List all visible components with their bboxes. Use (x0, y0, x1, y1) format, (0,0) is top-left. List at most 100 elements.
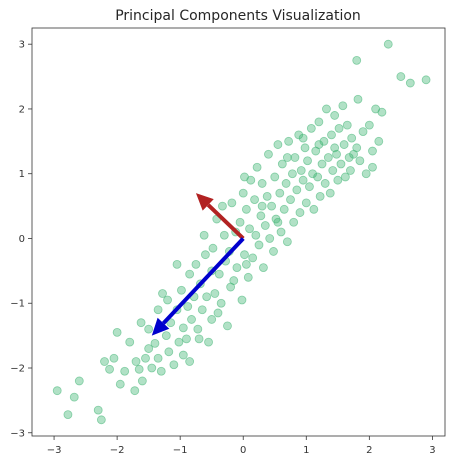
data-point (281, 179, 291, 188)
data-point (207, 315, 217, 324)
chart-title: Principal Components Visualization (115, 8, 361, 24)
data-point (141, 353, 150, 363)
data-point (301, 198, 311, 208)
x-tick-label: 3 (429, 445, 435, 456)
data-point (226, 282, 236, 292)
data-point (333, 175, 343, 185)
data-point (328, 166, 338, 175)
data-point (347, 133, 357, 143)
data-point (177, 285, 186, 295)
data-point (241, 259, 251, 269)
pc-vector-1-arrowhead (195, 193, 214, 211)
data-point (250, 195, 259, 205)
data-point (289, 217, 299, 227)
pc-vector-2-arrowhead (151, 317, 170, 336)
x-tick-label: 0 (240, 445, 246, 456)
data-point (243, 272, 253, 282)
data-point (197, 305, 207, 315)
data-point (245, 224, 254, 234)
data-point (93, 405, 103, 415)
data-point (273, 217, 283, 227)
data-point (295, 208, 305, 217)
data-point (241, 204, 251, 214)
data-point (288, 169, 297, 179)
data-point (182, 334, 191, 344)
data-point (134, 364, 144, 374)
data-point (257, 201, 267, 211)
data-point (178, 323, 188, 333)
data-point (325, 188, 335, 198)
data-point (169, 360, 179, 370)
data-point (368, 146, 377, 156)
data-point (202, 292, 212, 302)
data-point (361, 169, 371, 179)
y-tick-label: 1 (19, 169, 25, 180)
data-point (125, 337, 135, 347)
data-point (256, 211, 266, 221)
data-point (216, 298, 226, 308)
data-point (353, 94, 363, 104)
data-point (332, 149, 341, 159)
data-point (352, 55, 362, 65)
data-point (260, 221, 270, 230)
data-point (223, 321, 232, 331)
data-point (193, 324, 203, 334)
data-point (320, 179, 330, 188)
data-point (194, 334, 204, 344)
data-point (275, 188, 285, 198)
data-point (199, 230, 209, 240)
data-point (300, 143, 310, 153)
data-point (358, 127, 368, 137)
data-point (296, 166, 306, 175)
data-point (383, 39, 393, 49)
data-point (323, 153, 333, 162)
data-point (240, 172, 249, 182)
data-point (200, 250, 210, 260)
data-point (308, 169, 317, 179)
y-tick-label: −3 (10, 428, 25, 439)
data-point (252, 162, 262, 172)
data-point (172, 259, 182, 269)
data-point (69, 392, 79, 402)
data-point (158, 289, 167, 298)
data-point (269, 247, 278, 256)
data-point (309, 204, 319, 214)
data-point (334, 123, 344, 133)
y-tick-label: −2 (10, 364, 25, 375)
data-point (315, 191, 325, 201)
pc-vector-1-shaft (206, 203, 245, 240)
data-point (52, 386, 62, 396)
pc-vector-2-shaft (161, 237, 245, 325)
data-point (235, 217, 245, 227)
data-point (238, 188, 248, 198)
data-point (109, 353, 119, 363)
data-point (277, 159, 287, 169)
data-point (340, 172, 350, 182)
data-point (147, 363, 157, 373)
data-point (218, 201, 227, 211)
data-point (265, 234, 275, 243)
data-point (153, 305, 163, 315)
x-tick-label: 2 (366, 445, 372, 456)
data-point (191, 259, 201, 269)
data-point (292, 185, 302, 195)
data-point (396, 72, 406, 81)
data-point (284, 136, 294, 146)
data-point (314, 117, 324, 127)
data-point (259, 263, 268, 273)
data-point (338, 101, 348, 111)
data-point (254, 240, 264, 250)
data-point (355, 156, 365, 166)
x-tick-label: 1 (303, 445, 309, 456)
data-point (314, 140, 324, 149)
data-point (208, 243, 218, 253)
data-point (219, 230, 229, 240)
data-point (164, 347, 174, 357)
data-point (204, 337, 213, 347)
data-point (115, 379, 125, 389)
data-point (298, 175, 308, 185)
data-point (100, 357, 109, 366)
data-point (96, 415, 106, 425)
y-tick-label: 0 (19, 234, 25, 245)
